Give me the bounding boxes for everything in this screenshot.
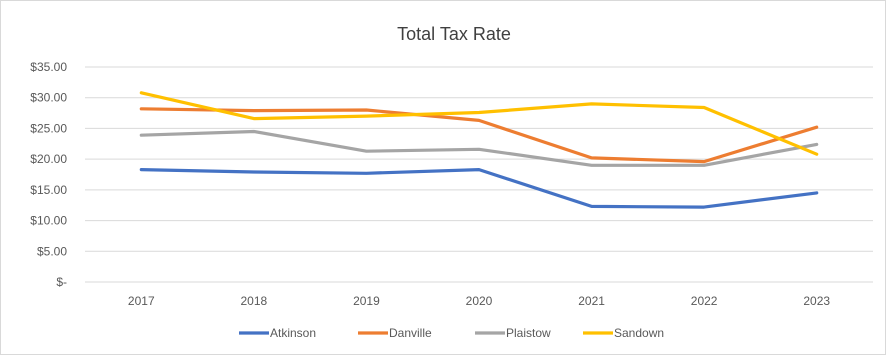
- y-tick-label: $-: [56, 275, 67, 289]
- x-tick-label: 2023: [803, 294, 830, 308]
- y-tick-label: $5.00: [37, 244, 67, 258]
- gridlines: [85, 66, 873, 283]
- series-line-atkinson: [139, 168, 819, 209]
- legend-item-plaistow: Plaistow: [475, 326, 551, 340]
- legend-item-atkinson: Atkinson: [239, 326, 316, 340]
- x-tick-label: 2022: [691, 294, 718, 308]
- y-tick-label: $30.00: [30, 91, 67, 105]
- chart-title: Total Tax Rate: [397, 24, 511, 44]
- legend: Atkinson Danville Plaistow Sandown: [239, 326, 664, 340]
- x-axis: 2017 2018 2019 2020 2021 2022 2023: [128, 294, 830, 308]
- y-tick-label: $25.00: [30, 121, 67, 135]
- y-axis: $- $5.00 $10.00 $15.00 $20.00 $25.00 $30.00 $35…: [30, 60, 67, 289]
- y-tick-label: $35.00: [30, 60, 67, 74]
- x-tick-label: 2017: [128, 294, 155, 308]
- legend-item-sandown: Sandown: [583, 326, 664, 340]
- series-line-sandown: [139, 91, 819, 156]
- y-tick-label: $10.00: [30, 214, 67, 228]
- legend-label: Sandown: [614, 326, 664, 340]
- legend-label: Danville: [389, 326, 432, 340]
- series-line-danville: [139, 107, 819, 164]
- x-tick-label: 2019: [353, 294, 380, 308]
- y-tick-label: $20.00: [30, 152, 67, 166]
- x-tick-label: 2018: [241, 294, 268, 308]
- legend-item-danville: Danville: [358, 326, 432, 340]
- x-tick-label: 2021: [578, 294, 605, 308]
- legend-label: Atkinson: [270, 326, 316, 340]
- x-tick-label: 2020: [466, 294, 493, 308]
- series-lines: [139, 91, 819, 209]
- y-tick-label: $15.00: [30, 183, 67, 197]
- series-line-plaistow: [139, 129, 819, 167]
- legend-label: Plaistow: [506, 326, 551, 340]
